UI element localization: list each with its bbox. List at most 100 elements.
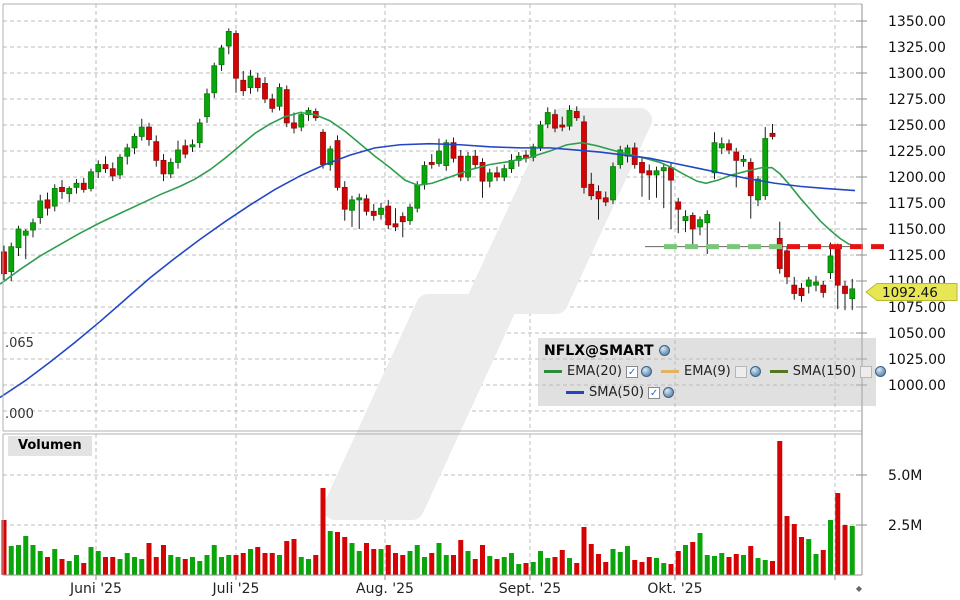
volume-bar: [88, 547, 94, 575]
volume-bar: [168, 555, 174, 575]
candle: [610, 166, 616, 201]
candle: [385, 205, 392, 226]
candle: [59, 186, 65, 192]
candle: [407, 206, 413, 222]
candle: [457, 155, 464, 178]
candle: [450, 142, 457, 159]
candle: [88, 171, 94, 189]
volume-bar: [436, 543, 442, 575]
sma50-line: [0, 142, 856, 399]
volume-bar: [726, 557, 732, 575]
volume-bar: [530, 562, 536, 575]
visibility-checkbox-ema9[interactable]: [734, 365, 747, 378]
candle: [501, 168, 508, 178]
candle: [791, 284, 798, 294]
volume-bar: [291, 539, 297, 575]
candle: [486, 172, 493, 182]
volume-bar: [828, 520, 833, 575]
left-axis-labels: .065 .000: [5, 336, 34, 422]
globe-icon[interactable]: [641, 366, 653, 377]
legend-row-indicators-2: SMA(50) ✓: [566, 382, 872, 403]
candle: [617, 149, 624, 165]
globe-icon[interactable]: [663, 387, 675, 398]
volume-bar: [458, 540, 464, 575]
candle: [436, 150, 442, 164]
volume-bar: [204, 555, 210, 575]
volume-bar: [422, 557, 427, 575]
volume-bar: [712, 556, 717, 575]
volume-bar: [581, 527, 587, 575]
legend-item-sma50: SMA(50) ✓: [566, 385, 675, 400]
volume-bar: [683, 545, 688, 575]
volume-bar: [284, 541, 290, 575]
globe-icon[interactable]: [875, 366, 887, 377]
candle: [559, 124, 566, 128]
svg-text:1250.00: 1250.00: [888, 118, 946, 134]
svg-text:1200.00: 1200.00: [888, 170, 946, 186]
candle: [131, 136, 138, 149]
candle: [414, 184, 421, 209]
volume-bar: [849, 526, 855, 575]
volume-bars: [1, 441, 855, 575]
visibility-checkbox-ema20[interactable]: ✓: [626, 365, 639, 378]
visibility-checkbox-sma150[interactable]: [860, 365, 873, 378]
volume-bar: [219, 557, 224, 575]
candle: [776, 237, 783, 269]
volume-bar: [480, 545, 485, 575]
volume-bar: [211, 545, 217, 575]
svg-text:.065: .065: [5, 336, 34, 351]
candle: [798, 287, 805, 296]
candle: [494, 172, 500, 178]
volume-bar: [806, 539, 812, 575]
candle: [73, 182, 80, 188]
candle: [849, 288, 856, 300]
candle: [320, 131, 326, 165]
svg-text:Juni '25: Juni '25: [69, 581, 122, 597]
volume-bar: [385, 545, 391, 575]
volume-bar: [342, 537, 348, 575]
volume-bar: [52, 549, 58, 575]
volume-bar: [610, 549, 616, 575]
svg-text:1225.00: 1225.00: [888, 144, 946, 160]
month-axis-labels: Juni '25 Juli '25 Aug. '25 Sept. '25 Okt. '2…: [69, 575, 836, 597]
candle: [175, 149, 181, 163]
volume-bar: [625, 546, 630, 575]
candle: [80, 182, 87, 190]
candle: [660, 167, 667, 172]
globe-icon[interactable]: [749, 366, 761, 377]
volume-bar: [494, 559, 500, 575]
visibility-checkbox-sma50[interactable]: ✓: [648, 386, 661, 399]
last-price-tag: 1092.46: [865, 283, 958, 301]
line-swatch-ema20: [544, 370, 562, 373]
candle: [182, 145, 189, 155]
volume-bar: [407, 551, 413, 575]
volume-bar: [733, 554, 739, 575]
candle: [22, 230, 29, 236]
volume-bar: [95, 551, 101, 575]
candle: [254, 77, 261, 88]
svg-text:1150.00: 1150.00: [888, 222, 946, 238]
candle: [291, 122, 297, 129]
volume-bar: [842, 525, 848, 575]
svg-text:1350.00: 1350.00: [888, 14, 946, 30]
volume-bar: [414, 545, 420, 575]
legend-label-sma50: SMA(50): [589, 385, 645, 400]
candle: [51, 188, 58, 207]
volume-bar: [646, 557, 652, 575]
volume-bar: [269, 553, 275, 575]
svg-text:Sept. '25: Sept. '25: [499, 581, 561, 597]
svg-text:Juli '25: Juli '25: [212, 581, 260, 597]
candle: [66, 188, 73, 195]
volume-bar: [777, 441, 783, 575]
globe-icon[interactable]: [658, 345, 670, 356]
volume-bar: [596, 554, 601, 575]
candle: [581, 121, 587, 188]
candle: [704, 214, 711, 224]
volume-bar: [226, 555, 232, 575]
candle: [421, 165, 428, 185]
legend-panel: NFLX@SMART EMA(20) ✓ EMA(9) SMA(150) SMA(50…: [538, 338, 887, 406]
legend-label-sma150: SMA(150): [792, 364, 857, 379]
volume-bar: [356, 551, 362, 575]
candle: [1, 251, 7, 275]
